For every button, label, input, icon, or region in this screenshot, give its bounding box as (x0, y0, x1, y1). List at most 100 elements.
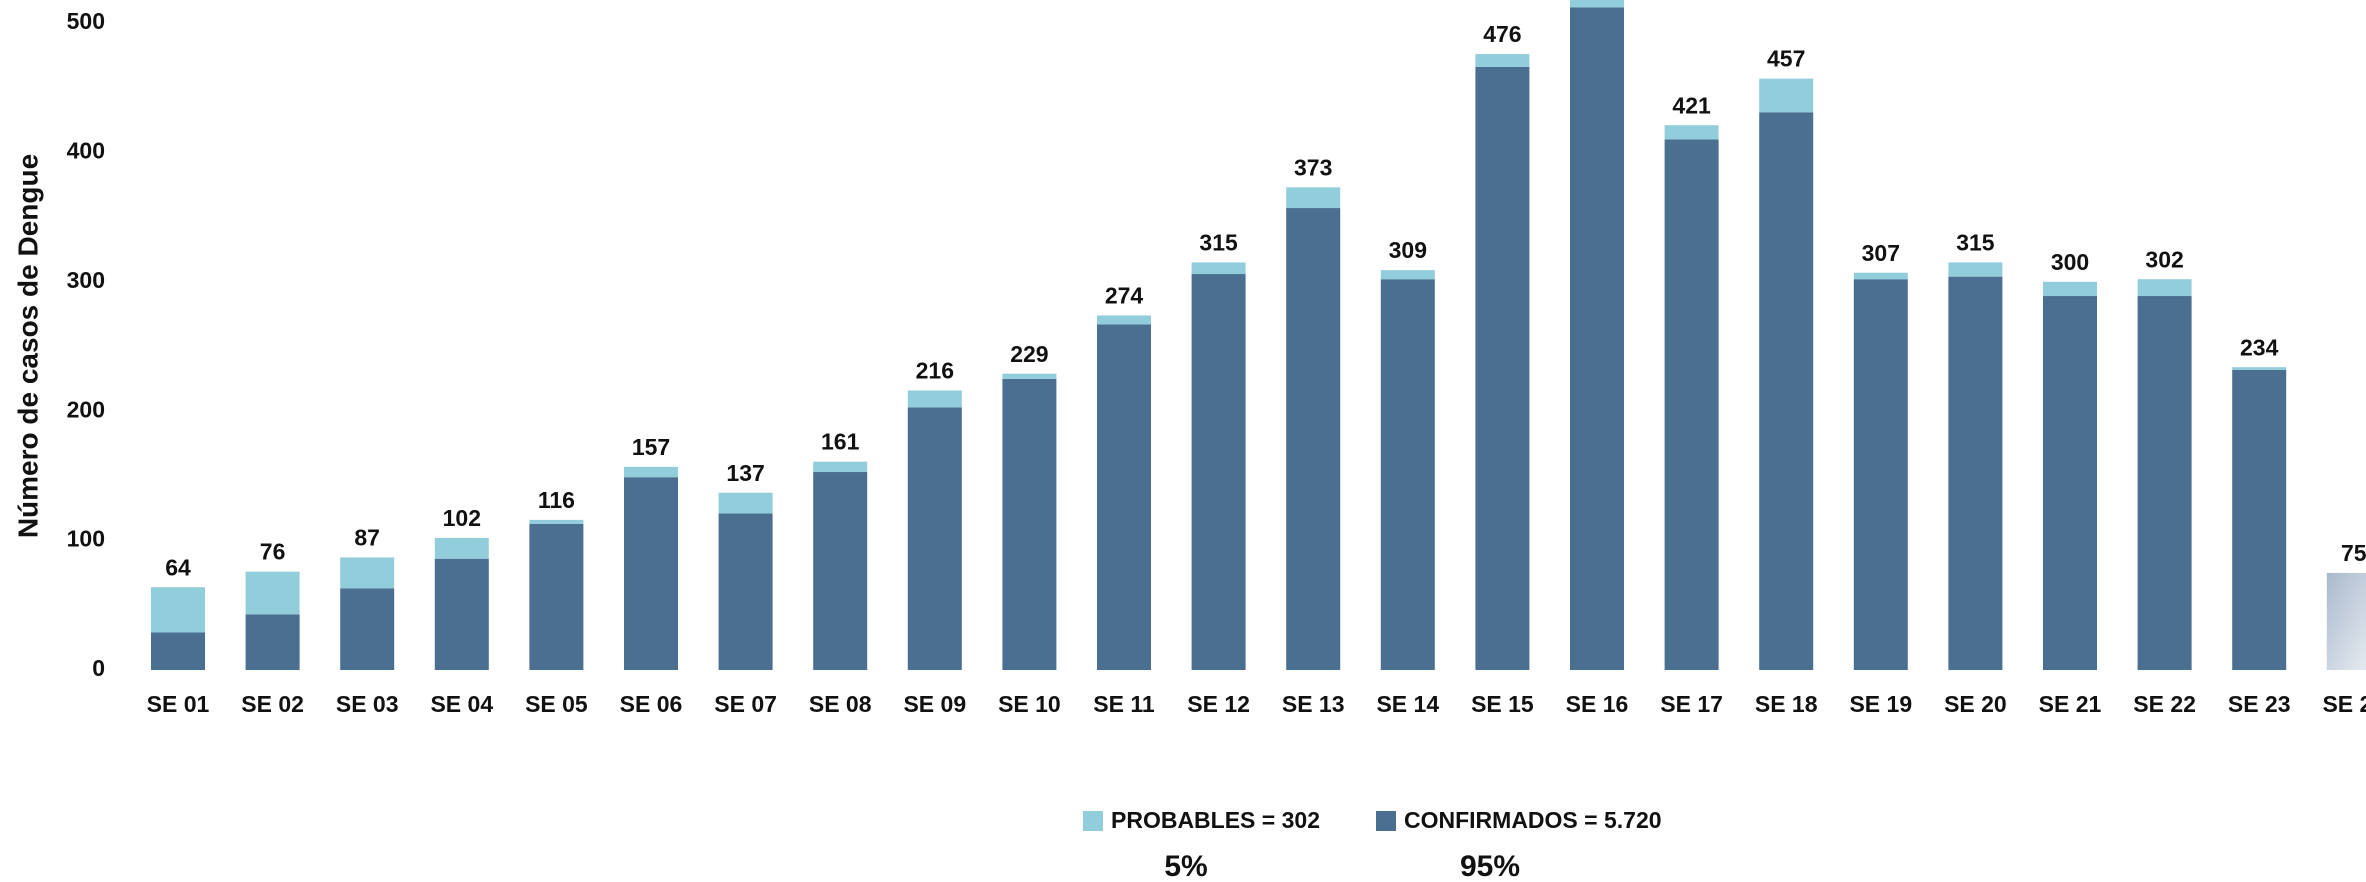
x-tick-label: SE 06 (620, 691, 683, 717)
bar-segment (529, 519, 584, 524)
bar-segment (907, 390, 962, 408)
bar-segment (718, 513, 773, 670)
total-label: 87 (354, 525, 380, 551)
x-tick-label: SE 08 (809, 691, 872, 717)
total-label: 300 (2051, 249, 2089, 275)
x-tick-label: SE 07 (714, 691, 777, 717)
bar-segment (1853, 279, 1908, 670)
total-label: 309 (1389, 237, 1427, 263)
x-tick-label: SE 05 (525, 691, 588, 717)
bar-segment (529, 523, 584, 670)
bar-segment (1475, 66, 1530, 671)
bar-segment (1570, 7, 1624, 671)
bar-segment (1948, 262, 2003, 277)
bar-segment (434, 538, 489, 559)
bar-segment (2232, 367, 2287, 370)
bar-segment (340, 588, 395, 670)
total-label: 76 (260, 539, 286, 565)
x-tick-label: SE 13 (1282, 691, 1345, 717)
total-label: 457 (1767, 46, 1805, 72)
x-tick-label: SE 21 (2039, 691, 2102, 717)
total-label: 137 (726, 460, 764, 486)
x-tick-label: SE 15 (1471, 691, 1534, 717)
x-tick-label: SE 01 (147, 691, 210, 717)
x-tick-label: SE 24 (2322, 691, 2366, 717)
x-tick-label: SE 18 (1755, 691, 1818, 717)
legend-swatch (1376, 811, 1396, 831)
bar-segment (1286, 187, 1341, 209)
total-label: 229 (1010, 341, 1048, 367)
y-tick-label: 500 (67, 8, 105, 34)
bar-segment (624, 477, 678, 670)
y-tick-label: 0 (92, 655, 105, 681)
legend-label: CONFIRMADOS = 5.720 (1404, 807, 1662, 833)
total-label: 216 (916, 358, 954, 384)
x-tick-label: SE 14 (1376, 691, 1439, 717)
legend-share: 5% (1164, 850, 1207, 882)
y-tick-label: 300 (67, 267, 105, 293)
bar-segment (1380, 270, 1435, 280)
bar-segment (1664, 139, 1719, 670)
x-tick-label: SE 11 (1093, 691, 1155, 717)
total-label: 157 (632, 434, 670, 460)
total-label: 307 (1862, 240, 1900, 266)
bar-segment (1759, 78, 1814, 113)
x-tick-label: SE 23 (2228, 691, 2291, 717)
x-tick-label: SE 22 (2133, 691, 2196, 717)
bar-segment (1191, 262, 1246, 275)
bar-segment (1002, 373, 1057, 379)
y-tick-label: 400 (67, 137, 105, 163)
bar-segment (1002, 378, 1057, 670)
bar-segment (2232, 369, 2287, 670)
total-label: 373 (1294, 154, 1332, 180)
bar-segment (1570, 0, 1624, 8)
bar-segment (1097, 315, 1151, 325)
x-tick-label: SE 09 (903, 691, 966, 717)
bar-segment (1853, 272, 1908, 280)
bar-segment (1097, 324, 1151, 670)
x-tick-label: SE 16 (1566, 691, 1629, 717)
x-tick-label: SE 12 (1187, 691, 1250, 717)
total-label: 315 (1199, 229, 1238, 255)
total-label: 315 (1956, 229, 1995, 255)
total-label: 302 (2145, 246, 2183, 272)
bar-segment (2137, 279, 2192, 297)
bar-segment (245, 614, 300, 670)
bar-segment (2043, 296, 2097, 670)
bar-segment (907, 407, 962, 670)
legend-swatch (1083, 811, 1103, 831)
bar-segment (245, 571, 300, 615)
total-label: 476 (1483, 21, 1521, 47)
bar-segment (340, 557, 395, 589)
total-label: 102 (443, 505, 481, 531)
bar-segment (2137, 296, 2192, 670)
y-axis-title: Número de casos de Dengue (12, 154, 43, 538)
bar-segment (1286, 208, 1341, 671)
x-tick-label: SE 04 (430, 691, 493, 717)
x-tick-label: SE 02 (241, 691, 304, 717)
y-tick-label: 200 (67, 396, 105, 422)
bar-segment (434, 558, 489, 670)
legend-label: PROBABLES = 302 (1111, 807, 1320, 833)
bar-segment (624, 466, 678, 478)
x-tick-label: SE 03 (336, 691, 399, 717)
bar-segment (1475, 54, 1530, 67)
total-label: 274 (1105, 283, 1144, 309)
total-label: 421 (1672, 92, 1711, 118)
bar-segment (813, 472, 868, 670)
y-tick-label: 100 (67, 526, 105, 552)
bar-segment (1664, 125, 1719, 140)
bar-segment (151, 587, 205, 633)
bar-segment (1948, 276, 2003, 670)
bar-segment (2326, 572, 2366, 670)
bar-segment (151, 632, 205, 670)
bar-segment (2043, 281, 2097, 297)
x-tick-label: SE 19 (1849, 691, 1912, 717)
bar-segment (1380, 279, 1435, 670)
total-label: 161 (821, 429, 860, 455)
x-tick-label: SE 20 (1944, 691, 2007, 717)
bar-segment (718, 492, 773, 514)
x-tick-label: SE 17 (1660, 691, 1723, 717)
total-label: 64 (165, 554, 191, 580)
